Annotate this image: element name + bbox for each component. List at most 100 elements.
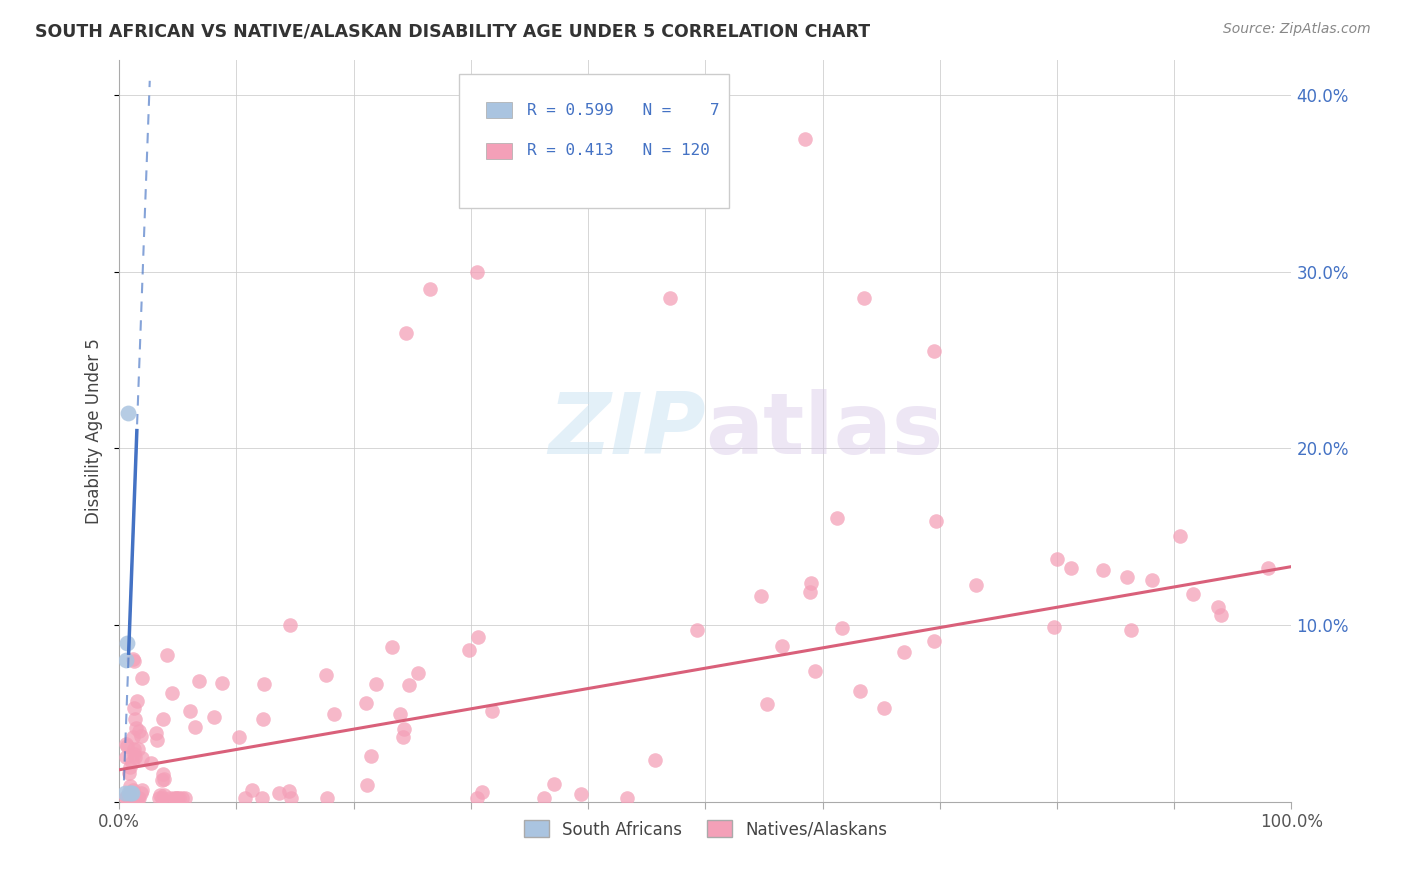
Point: [799, 585, 821, 599]
Point: [831, 621, 853, 635]
Point: [250, 791, 273, 805]
Text: SOUTH AFRICAN VS NATIVE/ALASKAN DISABILITY AGE UNDER 5 CORRELATION CHART: SOUTH AFRICAN VS NATIVE/ALASKAN DISABILI…: [35, 22, 870, 40]
Point: [315, 668, 337, 682]
Point: [117, 635, 139, 649]
Point: [1060, 561, 1083, 575]
Legend: South Africans, Natives/Alaskans: South Africans, Natives/Alaskans: [517, 814, 894, 846]
Point: [148, 791, 170, 805]
Point: [395, 326, 418, 341]
Point: [1046, 551, 1069, 566]
Point: [118, 779, 141, 793]
Point: [280, 618, 302, 632]
Point: [141, 756, 163, 771]
Point: [128, 791, 150, 805]
Point: [922, 344, 945, 359]
Point: [129, 729, 152, 743]
Point: [122, 782, 145, 797]
Point: [389, 706, 412, 721]
Point: [162, 791, 184, 805]
Point: [392, 722, 415, 736]
Point: [122, 741, 145, 756]
Text: R = 0.413   N = 120: R = 0.413 N = 120: [527, 144, 710, 159]
Point: [770, 639, 793, 653]
Point: [749, 589, 772, 603]
Point: [686, 624, 709, 638]
Point: [240, 782, 263, 797]
Point: [316, 791, 339, 805]
Point: [852, 291, 875, 305]
Point: [121, 755, 143, 769]
Point: [360, 748, 382, 763]
Point: [156, 648, 179, 663]
Text: Source: ZipAtlas.com: Source: ZipAtlas.com: [1223, 22, 1371, 37]
Point: [121, 786, 143, 800]
Point: [644, 753, 666, 767]
Point: [125, 791, 148, 805]
Point: [146, 733, 169, 747]
Point: [159, 791, 181, 805]
Point: [924, 514, 946, 528]
Point: [122, 747, 145, 762]
Point: [1042, 620, 1064, 634]
Point: [465, 791, 488, 805]
Point: [124, 712, 146, 726]
Point: [1209, 608, 1232, 623]
Point: [465, 264, 488, 278]
Point: [1168, 529, 1191, 543]
Point: [1119, 623, 1142, 637]
Text: R = 0.599   N =    7: R = 0.599 N = 7: [527, 103, 720, 118]
Point: [174, 791, 197, 805]
Point: [569, 787, 592, 801]
FancyBboxPatch shape: [486, 102, 512, 119]
Point: [794, 132, 817, 146]
Point: [125, 694, 148, 708]
Point: [202, 710, 225, 724]
Point: [125, 721, 148, 735]
Point: [122, 791, 145, 805]
Point: [381, 640, 404, 654]
Point: [322, 706, 344, 721]
Point: [115, 789, 138, 804]
Point: [122, 652, 145, 666]
Point: [117, 406, 139, 420]
Point: [127, 742, 149, 756]
Point: [849, 684, 872, 698]
Point: [1140, 573, 1163, 587]
Point: [145, 726, 167, 740]
Point: [124, 700, 146, 714]
Point: [149, 788, 172, 802]
Point: [467, 630, 489, 644]
Point: [115, 750, 138, 764]
Point: [118, 791, 141, 805]
Point: [419, 282, 441, 296]
Point: [458, 642, 481, 657]
Point: [278, 783, 301, 797]
Point: [280, 791, 302, 805]
Point: [233, 791, 256, 805]
Point: [188, 674, 211, 689]
Point: [211, 676, 233, 690]
Point: [131, 751, 153, 765]
Point: [543, 776, 565, 790]
Point: [179, 704, 201, 718]
Point: [392, 730, 415, 744]
Point: [184, 720, 207, 734]
Point: [364, 677, 387, 691]
Point: [131, 783, 153, 797]
Point: [481, 704, 503, 718]
Point: [1206, 599, 1229, 614]
Point: [121, 791, 143, 805]
Point: [167, 791, 190, 805]
Point: [554, 168, 576, 182]
Point: [162, 686, 184, 700]
Point: [120, 786, 142, 800]
Point: [152, 712, 174, 726]
Point: [153, 772, 176, 786]
Point: [124, 750, 146, 764]
FancyBboxPatch shape: [486, 143, 512, 159]
Point: [804, 665, 827, 679]
Point: [165, 791, 187, 805]
Point: [616, 791, 638, 805]
Point: [114, 791, 136, 805]
Point: [150, 791, 173, 805]
